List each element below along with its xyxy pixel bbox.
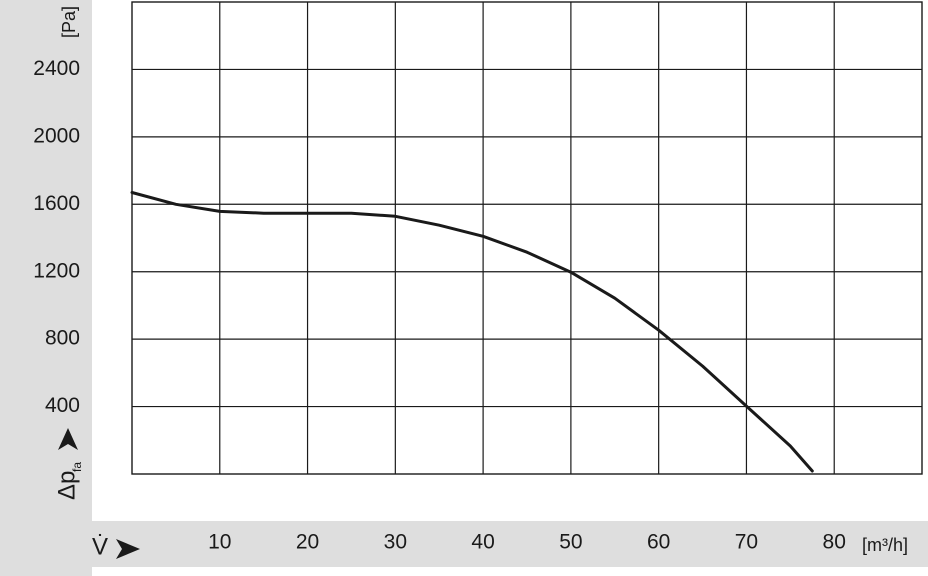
- x-tick-label: 60: [647, 531, 670, 554]
- curve: [130, 191, 814, 473]
- y-axis-label-sub: fa: [70, 462, 84, 472]
- x-tick-label: 10: [208, 531, 231, 554]
- x-tick-label: 80: [823, 531, 846, 554]
- x-axis-label: V̇: [92, 533, 108, 561]
- x-tick-label: 30: [384, 531, 407, 554]
- y-axis-label-group: Δp fa: [53, 428, 84, 500]
- y-axis-label: Δp: [53, 471, 80, 500]
- x-tick-label: 40: [471, 531, 494, 554]
- plot-frame: [131, 1, 923, 475]
- y-tick-label: 1600: [33, 192, 80, 215]
- x-tick-label: 70: [735, 531, 758, 554]
- y-tick-label: 1200: [33, 259, 80, 282]
- left-band: [0, 0, 92, 576]
- x-arrow: [116, 539, 140, 559]
- y-tick-label: 2000: [33, 124, 80, 147]
- y-unit: [Pa]: [59, 6, 79, 38]
- bottom-band: [0, 521, 928, 567]
- y-arrow: [58, 428, 78, 450]
- x-tick-label: 20: [296, 531, 319, 554]
- x-unit: [m³/h]: [862, 535, 908, 555]
- y-tick-label: 800: [45, 327, 80, 350]
- x-tick-label: 50: [559, 531, 582, 554]
- y-tick-label: 2400: [33, 57, 80, 80]
- y-tick-label: 400: [45, 394, 80, 417]
